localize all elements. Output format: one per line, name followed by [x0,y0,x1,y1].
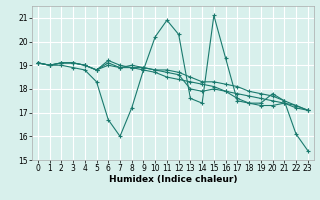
X-axis label: Humidex (Indice chaleur): Humidex (Indice chaleur) [108,175,237,184]
